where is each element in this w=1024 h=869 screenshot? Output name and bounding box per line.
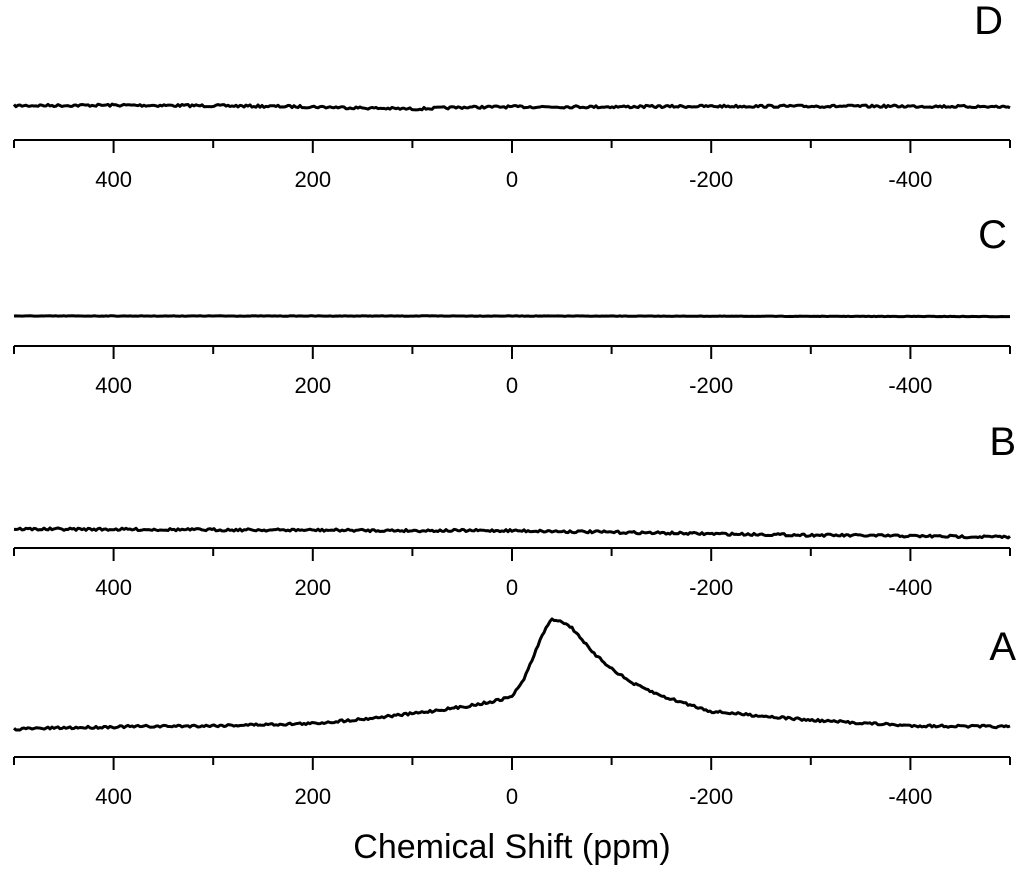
x-tick-label: 400 (95, 784, 132, 809)
x-tick-label: -200 (689, 373, 733, 398)
spectrum-trace (12, 617, 1011, 732)
x-tick-label: 0 (506, 167, 518, 192)
x-tick-label: -400 (888, 373, 932, 398)
spectrum-trace (12, 102, 1011, 112)
panel-label: B (989, 420, 1016, 464)
x-tick-label: 200 (294, 167, 331, 192)
panel-label: A (989, 625, 1016, 669)
panel-C: 400 200 0 -200 -400 C (13, 213, 1011, 398)
panel-label: C (978, 213, 1007, 257)
spectrum-trace (13, 314, 1010, 319)
x-tick-label: -200 (689, 167, 733, 192)
x-tick-label: 400 (95, 373, 132, 398)
x-tick-label: 200 (294, 373, 331, 398)
x-tick-label: 400 (95, 167, 132, 192)
x-tick-label: 200 (294, 784, 331, 809)
x-axis-title: Chemical Shift (ppm) (353, 828, 670, 866)
x-tick-label: -200 (689, 575, 733, 600)
x-tick-label: 400 (95, 575, 132, 600)
spectra-panels: 400 200 0 -200 -400 D 400 200 0 -200 -400 C 400 200 0 -… (12, 0, 1016, 809)
panel-A: 400 200 0 -200 -400 A (12, 617, 1016, 809)
x-tick-label: 0 (506, 575, 518, 600)
x-tick-label: 200 (294, 575, 331, 600)
panel-label: D (974, 0, 1003, 43)
panel-B: 400 200 0 -200 -400 B (13, 420, 1016, 600)
x-tick-label: -400 (888, 575, 932, 600)
x-tick-label: 0 (506, 373, 518, 398)
x-tick-label: 0 (506, 784, 518, 809)
x-tick-label: -200 (689, 784, 733, 809)
spectrum-trace (13, 526, 1011, 540)
x-tick-label: -400 (888, 167, 932, 192)
x-tick-label: -400 (888, 784, 932, 809)
panel-D: 400 200 0 -200 -400 D (12, 0, 1011, 192)
